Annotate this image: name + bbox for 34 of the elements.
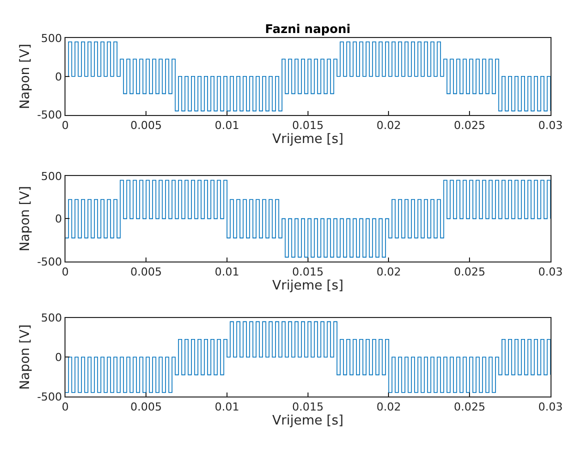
chart-title: Fazni naponi <box>265 22 351 36</box>
y-tick-label: 0 <box>55 350 62 364</box>
x-tick-label: 0.025 <box>454 400 486 414</box>
y-axis-title: Napon [V] <box>18 324 34 390</box>
y-tick-label: 0 <box>55 70 62 84</box>
x-tick-label: 0.02 <box>376 400 401 414</box>
x-tick-label: 0.02 <box>376 118 401 132</box>
x-tick-label: 0.015 <box>292 266 324 279</box>
x-tick-label: 0.01 <box>214 400 240 414</box>
x-tick-label: 0.03 <box>538 400 563 414</box>
y-axis-title: Napon [V] <box>18 44 34 110</box>
y-tick-label: -500 <box>37 108 62 122</box>
y-tick-label: 500 <box>41 312 62 325</box>
x-axis-title: Vrijeme [s] <box>272 278 344 294</box>
x-tick-label: 0.025 <box>454 266 486 279</box>
y-tick-label: 0 <box>55 212 62 226</box>
y-tick-label: 500 <box>41 32 62 45</box>
y-tick-label: -500 <box>37 255 62 268</box>
y-tick-label: 500 <box>41 170 62 183</box>
x-tick-label: 0.025 <box>454 118 486 132</box>
x-tick-label: 0.005 <box>130 266 162 279</box>
x-tick-label: 0.01 <box>214 118 240 132</box>
x-tick-label: 0.03 <box>538 266 563 279</box>
y-axis-title: Napon [V] <box>18 186 34 252</box>
x-axis-title: Vrijeme [s] <box>272 132 344 147</box>
x-tick-label: 0.02 <box>376 266 401 279</box>
x-tick-label: 0.03 <box>538 118 563 132</box>
x-tick-label: 0.005 <box>130 118 162 132</box>
x-axis-title: Vrijeme [s] <box>272 414 344 429</box>
x-tick-label: 0.01 <box>214 266 240 279</box>
x-tick-label: 0.005 <box>130 400 162 414</box>
y-tick-label: -500 <box>37 390 62 404</box>
x-tick-label: 0.015 <box>292 118 324 132</box>
x-tick-label: 0.015 <box>292 400 324 414</box>
